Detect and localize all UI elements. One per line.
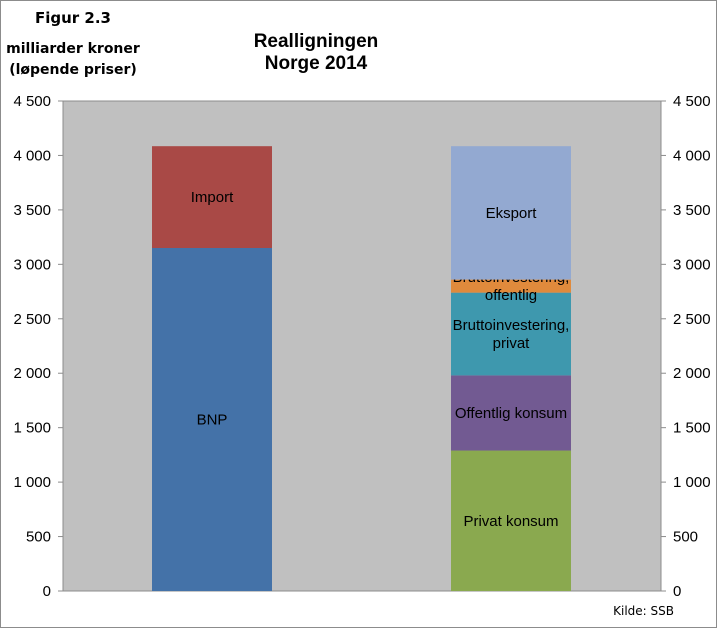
y-tick-label-right: 4 000 (673, 147, 711, 164)
bar-segment-label-eksport: Eksport (486, 205, 538, 222)
figure-label: Figur 2.3 (35, 9, 111, 27)
y-tick-label-right: 1 000 (673, 474, 711, 491)
chart-title-line2: Norge 2014 (264, 53, 368, 74)
bar-segment-label-privat-konsum: Privat konsum (463, 513, 558, 530)
unit-label-line2: (løpende priser) (9, 62, 137, 78)
y-tick-label-right: 3 500 (673, 202, 711, 219)
bar-segment-label-bruttoinvestering-privat: Bruttoinvestering, (453, 317, 570, 334)
y-tick-label-left: 500 (26, 529, 51, 546)
y-tick-label-left: 0 (43, 583, 51, 600)
y-tick-label-left: 2 500 (13, 311, 51, 328)
bar-segment-label-bnp: BNP (197, 412, 228, 429)
y-tick-label-right: 0 (673, 583, 681, 600)
bar-segment-label-bruttoinvestering-privat: privat (493, 335, 531, 352)
y-tick-label-right: 2 000 (673, 365, 711, 382)
source-note: Kilde: SSB (613, 604, 674, 618)
y-tick-label-left: 3 000 (13, 256, 51, 273)
bar-segment-label-offentlig-konsum: Offentlig konsum (455, 405, 567, 422)
bar-segment-eksport (451, 146, 571, 280)
bar-segment-bnp (152, 248, 272, 591)
bar-segment-label-import: Import (191, 189, 234, 206)
y-tick-label-left: 1 000 (13, 474, 51, 491)
bar-segment-bruttoinvestering-privat (451, 292, 571, 376)
y-tick-label-right: 4 500 (673, 93, 711, 110)
bar-segment-import (152, 146, 272, 248)
chart-title-line1: Realligningen (253, 31, 379, 52)
y-tick-label-left: 4 500 (13, 93, 51, 110)
bar-segment-bruttoinvestering-offentlig (451, 279, 571, 293)
y-tick-label-left: 2 000 (13, 365, 51, 382)
bar-segment-offentlig-konsum (451, 375, 571, 451)
y-tick-label-left: 1 500 (13, 420, 51, 437)
y-tick-label-right: 1 500 (673, 420, 711, 437)
bar-segment-privat-konsum (451, 450, 571, 591)
y-tick-label-left: 3 500 (13, 202, 51, 219)
bar-segment-label-bruttoinvestering-offentlig: offentlig (485, 287, 537, 304)
unit-label-line1: milliarder kroner (6, 41, 140, 57)
y-tick-label-left: 4 000 (13, 147, 51, 164)
y-tick-label-right: 500 (673, 529, 698, 546)
y-tick-label-right: 2 500 (673, 311, 711, 328)
y-tick-label-right: 3 000 (673, 256, 711, 273)
